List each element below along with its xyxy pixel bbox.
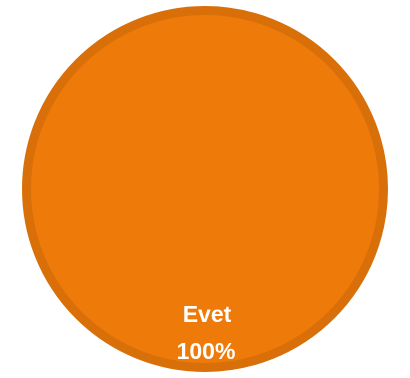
slice-label-category: Evet (183, 301, 232, 327)
pie-slice-evet (22, 6, 388, 372)
pie-slices (22, 6, 388, 372)
slice-label-percent: 100% (177, 338, 236, 364)
